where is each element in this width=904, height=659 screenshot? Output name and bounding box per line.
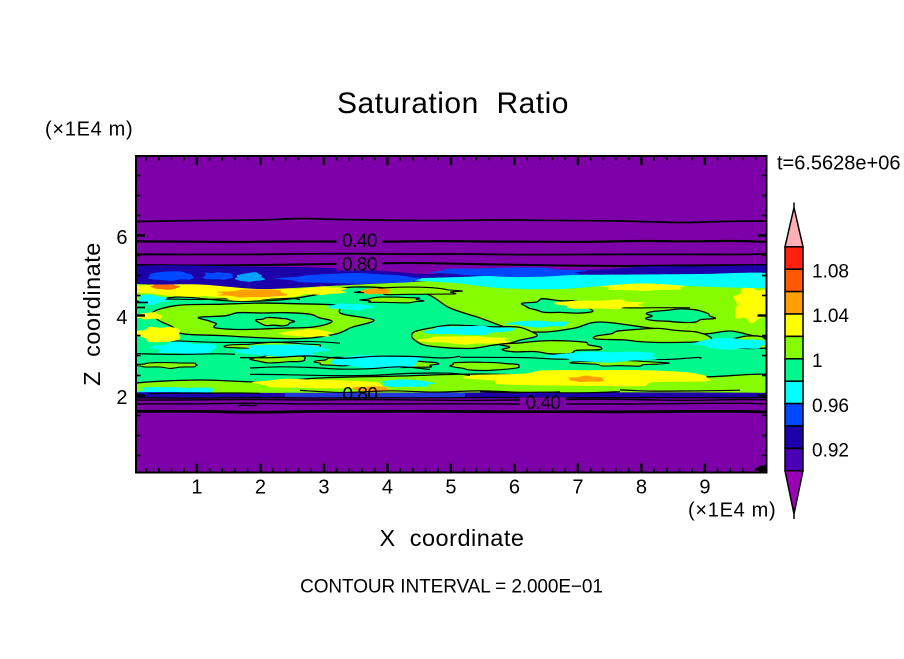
svg-text:7: 7	[572, 477, 583, 499]
svg-text:0.80: 0.80	[342, 255, 377, 276]
svg-text:X coordinate: X coordinate	[380, 525, 525, 551]
svg-text:1.08: 1.08	[812, 261, 849, 282]
svg-text:0.92: 0.92	[812, 441, 849, 462]
svg-text:4: 4	[382, 477, 393, 499]
svg-text:9: 9	[699, 477, 710, 499]
svg-text:5: 5	[445, 477, 456, 499]
svg-text:0.40: 0.40	[342, 231, 377, 252]
svg-text:1.04: 1.04	[812, 306, 849, 327]
svg-text:2: 2	[255, 477, 266, 499]
svg-text:8: 8	[636, 477, 647, 499]
svg-text:t=6.5628e+06: t=6.5628e+06	[777, 153, 900, 175]
svg-text:1: 1	[191, 477, 202, 499]
svg-text:Z coordinate: Z coordinate	[79, 242, 105, 386]
svg-text:CONTOUR INTERVAL = 2.000E−01: CONTOUR INTERVAL = 2.000E−01	[300, 577, 603, 598]
svg-text:2: 2	[116, 387, 127, 409]
svg-text:4: 4	[116, 307, 127, 329]
svg-text:6: 6	[116, 227, 127, 249]
svg-text:(×1E4 m): (×1E4 m)	[45, 119, 133, 141]
svg-text:3: 3	[318, 477, 329, 499]
svg-text:0.96: 0.96	[812, 396, 849, 417]
svg-text:(×1E4 m): (×1E4 m)	[688, 500, 776, 522]
svg-text:6: 6	[509, 477, 520, 499]
svg-text:1: 1	[812, 351, 823, 372]
svg-text:0.40: 0.40	[526, 393, 561, 414]
svg-text:Saturation Ratio: Saturation Ratio	[337, 87, 569, 120]
svg-text:0.80: 0.80	[343, 385, 378, 406]
